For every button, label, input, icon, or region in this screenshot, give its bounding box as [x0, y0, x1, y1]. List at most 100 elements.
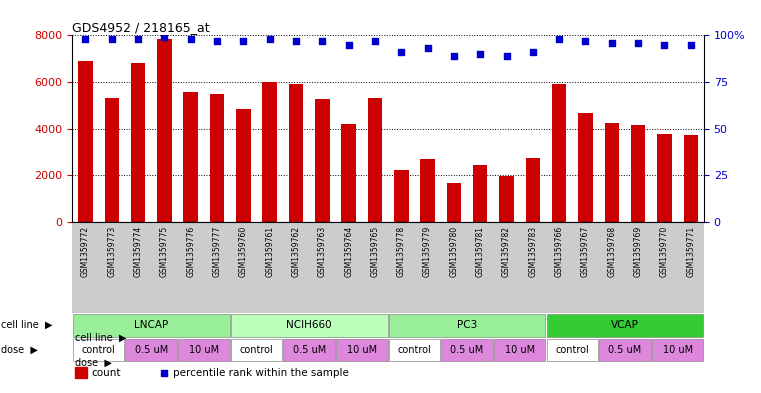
Bar [658, 134, 672, 222]
Text: control: control [81, 345, 116, 355]
Point [290, 38, 302, 44]
Point [501, 53, 513, 59]
Bar [104, 98, 119, 222]
Bar [447, 183, 461, 222]
Bar [126, 338, 177, 362]
Bar [499, 176, 514, 222]
Text: GSM1359768: GSM1359768 [607, 226, 616, 277]
Text: GSM1359780: GSM1359780 [450, 226, 458, 277]
Point [185, 36, 197, 42]
Bar [336, 338, 387, 362]
Point [579, 38, 591, 44]
Bar [315, 99, 330, 222]
Point [474, 51, 486, 57]
Text: GSM1359776: GSM1359776 [186, 226, 196, 277]
Text: LNCAP: LNCAP [134, 320, 168, 330]
Text: dose  ▶: dose ▶ [1, 345, 37, 355]
Bar [73, 338, 124, 362]
Point [395, 49, 407, 55]
Text: GSM1359771: GSM1359771 [686, 226, 696, 277]
Point [158, 34, 170, 40]
Text: control: control [240, 345, 273, 355]
Bar [420, 159, 435, 222]
Bar [178, 338, 230, 362]
Bar [210, 94, 224, 222]
Text: GSM1359783: GSM1359783 [528, 226, 537, 277]
Text: GSM1359767: GSM1359767 [581, 226, 590, 277]
Text: GSM1359761: GSM1359761 [265, 226, 274, 277]
Text: GSM1359760: GSM1359760 [239, 226, 248, 277]
Bar [546, 314, 703, 336]
Bar [552, 84, 566, 222]
Point [658, 42, 670, 48]
Text: GSM1359773: GSM1359773 [107, 226, 116, 277]
Text: percentile rank within the sample: percentile rank within the sample [174, 367, 349, 378]
Point [422, 45, 434, 51]
Text: GSM1359775: GSM1359775 [160, 226, 169, 277]
Text: GSM1359777: GSM1359777 [212, 226, 221, 277]
Bar [394, 171, 409, 222]
Text: count: count [91, 367, 121, 378]
Bar [389, 338, 440, 362]
Point [211, 38, 223, 44]
Point [553, 36, 565, 42]
Point [79, 36, 91, 42]
Bar [494, 338, 546, 362]
Bar [73, 314, 230, 336]
Bar [75, 367, 87, 378]
Point [685, 42, 697, 48]
Bar [604, 123, 619, 222]
Text: GSM1359781: GSM1359781 [476, 226, 485, 277]
Bar [683, 136, 698, 222]
Bar [441, 338, 493, 362]
Text: 0.5 uM: 0.5 uM [608, 345, 642, 355]
Text: GSM1359766: GSM1359766 [555, 226, 564, 277]
Bar [631, 125, 645, 222]
Bar [599, 338, 651, 362]
Text: GSM1359778: GSM1359778 [396, 226, 406, 277]
Text: 10 uM: 10 uM [663, 345, 693, 355]
Text: GSM1359762: GSM1359762 [291, 226, 301, 277]
Text: cell line  ▶: cell line ▶ [1, 320, 53, 330]
Point [132, 36, 144, 42]
Text: GSM1359769: GSM1359769 [634, 226, 642, 277]
Text: NCIH660: NCIH660 [286, 320, 332, 330]
Text: 0.5 uM: 0.5 uM [451, 345, 484, 355]
Text: 10 uM: 10 uM [189, 345, 219, 355]
Point [263, 36, 275, 42]
Point [237, 38, 250, 44]
Point [606, 40, 618, 46]
Point [369, 38, 381, 44]
Text: control: control [556, 345, 589, 355]
Text: GSM1359779: GSM1359779 [423, 226, 432, 277]
Bar [158, 39, 172, 222]
Bar [473, 165, 488, 222]
Bar [652, 338, 703, 362]
Point [106, 36, 118, 42]
Bar [526, 158, 540, 222]
Text: PC3: PC3 [457, 320, 477, 330]
Text: 0.5 uM: 0.5 uM [135, 345, 168, 355]
Text: control: control [397, 345, 431, 355]
Bar [231, 338, 282, 362]
Text: 10 uM: 10 uM [505, 345, 535, 355]
Bar [263, 82, 277, 222]
Bar [389, 314, 546, 336]
Bar [236, 109, 250, 222]
Point [527, 49, 539, 55]
Text: 10 uM: 10 uM [347, 345, 377, 355]
Bar [231, 314, 387, 336]
Bar [78, 61, 93, 222]
Bar [578, 113, 593, 222]
Text: GSM1359763: GSM1359763 [318, 226, 326, 277]
Bar [288, 84, 303, 222]
Bar [131, 63, 145, 222]
Text: GSM1359765: GSM1359765 [371, 226, 380, 277]
Point [342, 42, 355, 48]
Bar [183, 92, 198, 222]
Text: GSM1359774: GSM1359774 [134, 226, 142, 277]
Text: cell line  ▶: cell line ▶ [75, 332, 127, 343]
Point [317, 38, 329, 44]
Text: dose  ▶: dose ▶ [75, 357, 113, 367]
Text: GSM1359772: GSM1359772 [81, 226, 90, 277]
